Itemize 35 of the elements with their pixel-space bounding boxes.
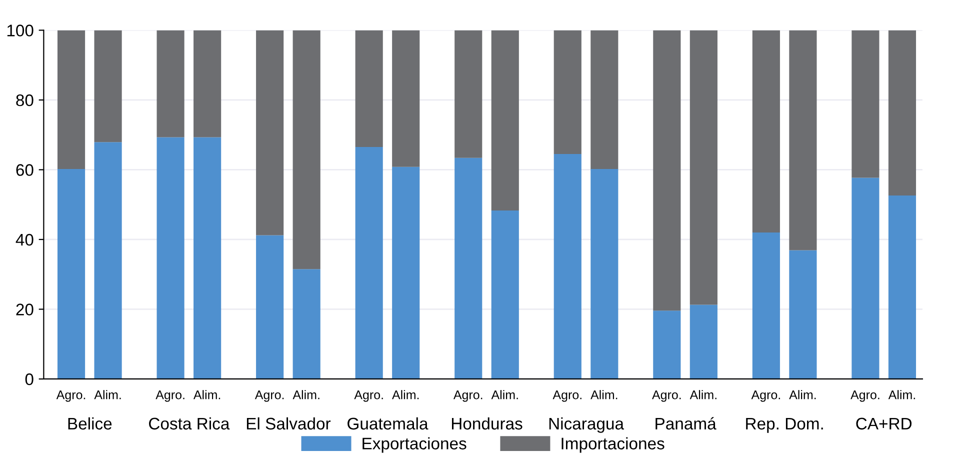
x-tick-label: Alim. <box>392 390 419 400</box>
y-tick-label: 60 <box>16 164 34 176</box>
text: Honduras <box>452 417 522 430</box>
text: Rep. Dom. <box>746 418 823 433</box>
y-tick-label: 20 <box>16 304 34 316</box>
x-tick-label: Alim. <box>491 390 518 400</box>
text: Belice <box>68 417 112 430</box>
text: Panamá <box>656 417 716 430</box>
x-tick-label: Alim. <box>292 390 320 400</box>
x-tick-label: Alim. <box>590 390 618 400</box>
x-tick-label: Agro. <box>56 390 86 402</box>
text: Costa Rica <box>149 417 230 430</box>
text: El Salvador <box>246 417 331 430</box>
x-tick-label: Agro. <box>453 390 482 402</box>
x-tick-label: Alim. <box>789 390 816 400</box>
x-tick-label: Alim. <box>193 390 220 400</box>
x-tick-label: Agro. <box>751 390 780 402</box>
x-tick-label: Agro. <box>254 390 284 402</box>
text: Guatemala <box>348 417 428 430</box>
y-tick-label: 80 <box>16 94 34 106</box>
x-tick-label: Alim. <box>888 390 915 400</box>
y-tick-label: 100 <box>7 24 34 36</box>
y-tick-label: 0 <box>25 373 34 386</box>
y-tick-label: 40 <box>16 234 34 246</box>
text: CA+RD <box>856 418 912 430</box>
x-tick-label: Agro. <box>354 390 383 402</box>
x-tick-label: Agro. <box>156 390 184 402</box>
legend-label: Importaciones <box>562 437 664 453</box>
x-tick-label: Agro. <box>850 390 880 402</box>
x-tick-label: Agro. <box>552 390 582 402</box>
x-tick-label: Alim. <box>94 390 121 400</box>
legend-label: Exportaciones <box>362 437 466 453</box>
text: Nicaragua <box>549 417 624 433</box>
x-tick-label: Alim. <box>690 390 716 400</box>
x-tick-label: Agro. <box>652 390 681 402</box>
